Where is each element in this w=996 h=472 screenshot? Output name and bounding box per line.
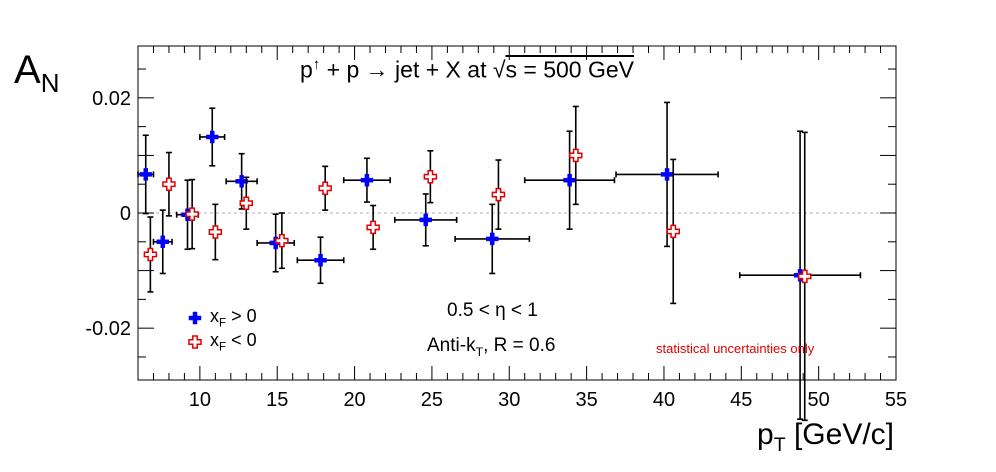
data-point-xf-negative <box>162 177 176 191</box>
series-xf-positive <box>137 101 862 420</box>
data-point-xf-positive <box>563 173 576 187</box>
data-point-xf-positive <box>360 173 374 187</box>
legend-marker-xf-negative <box>188 335 202 349</box>
chart-title: p↑ + p → jet + X at √s = 500 GeV <box>300 56 634 83</box>
data-point-xf-negative <box>143 247 158 262</box>
data-point-xf-negative <box>239 196 254 210</box>
x-axis-label: pT [GeV/c] <box>757 418 894 456</box>
data-point-xf-negative <box>318 181 332 195</box>
x-tick-label: 20 <box>343 389 365 411</box>
eta-range-annotation: 0.5 < η < 1 <box>447 300 538 321</box>
x-tick-label: 40 <box>653 389 675 411</box>
legend-label-xf-negative: x <box>210 330 219 350</box>
x-tick-label: 35 <box>575 389 597 411</box>
x-tick-label: 50 <box>808 389 830 411</box>
axis-ticks <box>137 46 897 380</box>
data-point-xf-positive <box>206 130 219 144</box>
y-axis-label: AN <box>14 48 60 98</box>
y-tick-label: -0.02 <box>85 318 131 340</box>
data-point-xf-negative <box>275 233 289 248</box>
legend-markers <box>188 311 202 349</box>
x-tick-label: 10 <box>189 389 211 411</box>
statistical-note: statistical uncertainties only <box>656 341 815 356</box>
data-point-xf-positive <box>419 213 432 227</box>
data-point-xf-negative <box>797 269 812 284</box>
x-tick-label: 25 <box>421 389 443 411</box>
tick-labels: 10 15 20 25 30 35 40 45 50 55 -0.02 0 0.02 <box>85 88 907 411</box>
data-point-xf-positive <box>235 175 248 188</box>
plot-frame <box>137 45 897 381</box>
data-point-xf-negative <box>366 220 380 235</box>
data-point-xf-positive <box>485 232 499 246</box>
jet-algorithm-annotation: Anti-kT, R = 0.6 <box>427 335 556 359</box>
legend-label-xf-positive: x <box>210 306 219 326</box>
data-point-xf-negative <box>569 148 583 163</box>
x-tick-label: 55 <box>885 389 907 411</box>
data-point-xf-positive <box>314 253 327 267</box>
series-xf-negative <box>143 105 812 422</box>
x-tick-label: 30 <box>498 389 520 411</box>
data-point-xf-negative <box>666 224 680 239</box>
data-points <box>137 101 862 422</box>
data-point-xf-negative <box>491 187 506 202</box>
y-tick-label: 0 <box>120 203 131 225</box>
data-point-xf-positive <box>156 235 170 249</box>
y-tick-label: 0.02 <box>92 88 131 110</box>
data-point-xf-positive <box>660 168 674 181</box>
data-point-xf-positive <box>139 168 152 181</box>
data-point-xf-negative <box>208 225 223 239</box>
data-point-xf-negative <box>423 169 438 184</box>
data-point-xf-negative <box>185 207 199 221</box>
legend-marker-xf-positive <box>188 311 202 325</box>
x-tick-label: 45 <box>730 389 752 411</box>
x-tick-label: 15 <box>266 389 288 411</box>
